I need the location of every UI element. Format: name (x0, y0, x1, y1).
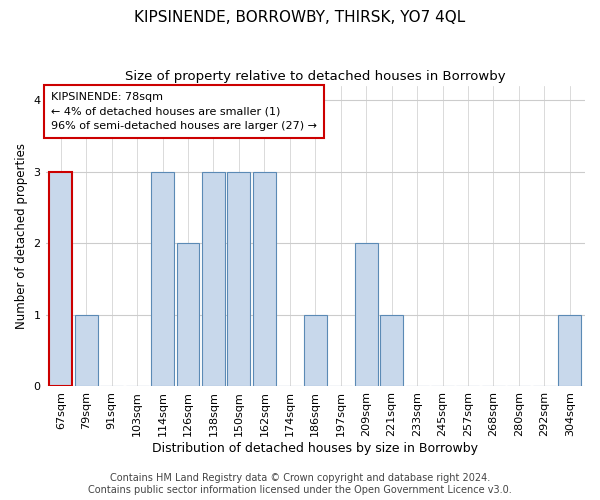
Title: Size of property relative to detached houses in Borrowby: Size of property relative to detached ho… (125, 70, 506, 83)
Bar (253, 172, 276, 386)
Bar (202, 172, 225, 386)
Bar (151, 172, 174, 386)
Text: Contains HM Land Registry data © Crown copyright and database right 2024.
Contai: Contains HM Land Registry data © Crown c… (88, 474, 512, 495)
Bar (355, 243, 377, 386)
Bar (49, 172, 72, 386)
Bar (558, 315, 581, 386)
Bar (380, 315, 403, 386)
Bar (227, 172, 250, 386)
Bar (304, 315, 327, 386)
X-axis label: Distribution of detached houses by size in Borrowby: Distribution of detached houses by size … (152, 442, 478, 455)
Bar (75, 315, 98, 386)
Bar (176, 243, 199, 386)
Text: KIPSINENDE, BORROWBY, THIRSK, YO7 4QL: KIPSINENDE, BORROWBY, THIRSK, YO7 4QL (134, 10, 466, 25)
Text: KIPSINENDE: 78sqm
← 4% of detached houses are smaller (1)
96% of semi-detached h: KIPSINENDE: 78sqm ← 4% of detached house… (51, 92, 317, 131)
Y-axis label: Number of detached properties: Number of detached properties (15, 143, 28, 329)
